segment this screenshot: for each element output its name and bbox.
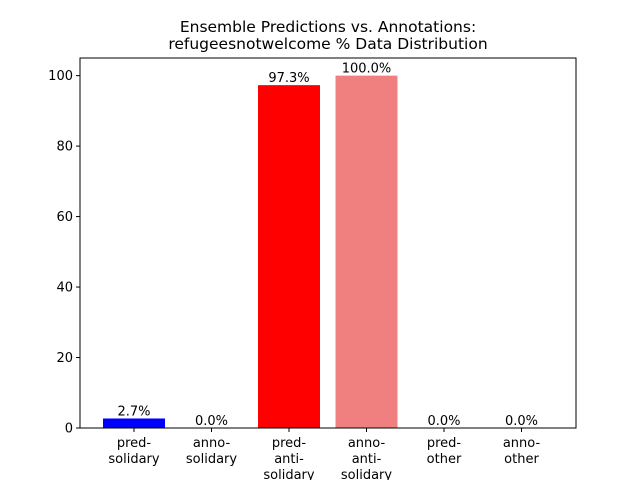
x-tick-label-5-line-0: anno- (503, 436, 541, 451)
x-tick-label-2: pred-anti-solidary (263, 436, 315, 480)
plot-area: 2.7% 0.0% 97.3% 100.0% 0.0% 0.0% 0 20 40 60 80 100 p… (48, 57, 577, 483)
data-label-1: 0.0% (195, 414, 228, 429)
x-tick-label-3-line-1: anti- (352, 452, 382, 467)
data-label-4: 0.0% (427, 414, 460, 429)
x-tick-label-2-line-0: pred- (272, 436, 307, 451)
data-label-2: 97.3% (268, 71, 309, 86)
chart-title-line-2: refugeesnotwelcome % Data Distribution (168, 35, 487, 53)
y-tick-label-1: 20 (56, 351, 73, 366)
data-label-0: 2.7% (117, 404, 150, 419)
chart-title-line-1: Ensemble Predictions vs. Annotations: (180, 18, 476, 36)
x-tick-label-1-line-1: solidary (186, 452, 238, 467)
bar-2 (258, 85, 320, 428)
x-tick-label-0: pred-solidary (108, 436, 160, 467)
x-tick-label-1-line-0: anno- (193, 436, 231, 451)
bar-0 (103, 418, 165, 428)
bar-3 (335, 75, 398, 428)
y-tick-label-3: 60 (56, 210, 73, 225)
x-tick-label-1: anno-solidary (186, 436, 238, 467)
x-tick-label-4-line-0: pred- (427, 436, 462, 451)
x-tick-label-4-line-1: other (427, 452, 462, 467)
x-tick-label-0-line-1: solidary (108, 452, 160, 467)
x-tick-label-2-line-1: anti- (274, 452, 304, 467)
x-tick-label-0-line-0: pred- (117, 436, 152, 451)
x-tick-label-5-line-1: other (504, 452, 539, 467)
y-tick-label-5: 100 (48, 69, 73, 84)
x-tick-label-4: pred-other (427, 436, 462, 467)
data-label-3: 100.0% (342, 62, 392, 77)
x-tick-label-2-line-2: solidary (263, 468, 315, 480)
x-tick-label-3-line-0: anno- (348, 436, 386, 451)
data-label-5: 0.0% (505, 414, 538, 429)
x-tick-label-5: anno-other (503, 436, 541, 467)
y-tick-label-4: 80 (56, 140, 73, 155)
y-tick-label-0: 0 (65, 422, 73, 437)
y-tick-label-2: 40 (56, 281, 73, 296)
axes-frame (79, 57, 577, 429)
x-tick-label-3: anno-anti-solidary (341, 436, 393, 480)
x-tick-label-3-line-2: solidary (341, 468, 393, 480)
